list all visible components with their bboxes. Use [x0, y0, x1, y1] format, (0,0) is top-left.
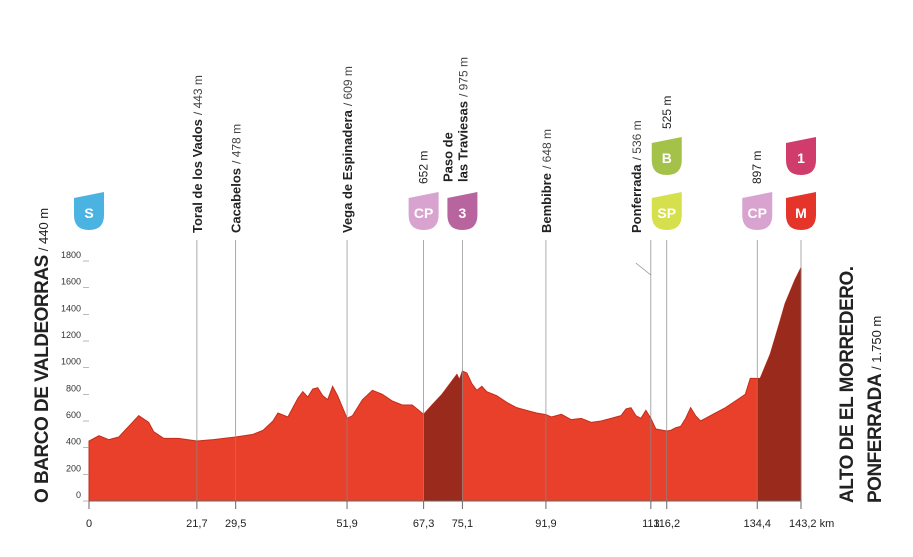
waypoint-label: Paso de	[440, 132, 455, 182]
badge-text: 3	[459, 205, 467, 221]
waypoint-altitude: / 536 m	[630, 120, 644, 160]
badge-text: CP	[748, 205, 767, 221]
x-tick-label: 91,9	[535, 518, 556, 530]
waypoint-altitude: / 648 m	[540, 129, 554, 169]
badge: S	[74, 192, 104, 230]
waypoint-label: Toral de los Vados / 443 m	[190, 75, 205, 233]
x-tick-label: 0	[86, 518, 92, 530]
waypoint-label: las Traviesas / 975 m	[455, 57, 470, 182]
y-tick-label: 1400	[61, 303, 81, 313]
climb-shade	[757, 267, 801, 501]
waypoint-label: Cacabelos / 478 m	[229, 124, 244, 233]
elevation-area	[88, 267, 802, 502]
badge-text: CP	[414, 205, 433, 221]
badge-text: B	[662, 150, 672, 166]
badge: SP	[651, 192, 682, 230]
x-tick-label: 67,3	[413, 518, 434, 530]
y-tick-label: 1600	[61, 277, 81, 287]
badge-text: S	[84, 205, 93, 221]
badge: CP	[408, 192, 439, 230]
x-tick-label: 75,1	[452, 518, 473, 530]
waypoint-altitude: / 443 m	[191, 75, 205, 115]
badge-text: 1	[797, 150, 805, 166]
badge-shape	[651, 137, 682, 175]
leader-line	[635, 262, 652, 276]
y-tick-label: 600	[66, 410, 81, 420]
badge-shape	[786, 137, 816, 175]
badge-shape	[408, 192, 439, 230]
waypoint-name: Ponferrada	[629, 164, 644, 233]
x-tick-label: 134,4	[743, 518, 771, 530]
y-tick-label: 1000	[61, 357, 81, 367]
badge-shape	[447, 192, 478, 230]
badge-shape	[651, 192, 682, 230]
waypoint-name: Cacabelos	[229, 168, 244, 233]
start-altitude: / 440 m	[36, 208, 51, 251]
badge-shape	[742, 192, 773, 230]
waypoint-label: Vega de Espinadera / 609 m	[340, 66, 355, 233]
y-tick-label: 400	[66, 437, 81, 447]
x-tick-label: 113	[642, 518, 660, 530]
badge: B	[651, 137, 682, 175]
badge-altitude: 652 m	[417, 151, 431, 184]
x-tick-label: 116,2	[653, 518, 680, 530]
finish-label: PONFERRADA / 1.750 m	[865, 316, 886, 503]
y-tick-label: 1200	[61, 330, 81, 340]
y-tick-label: 200	[66, 463, 81, 473]
start-label: O BARCO DE VALDEORRAS / 440 m	[32, 208, 53, 503]
waypoint-altitude: / 609 m	[341, 66, 355, 106]
waypoint-name: Bembibre	[539, 173, 554, 233]
waypoint-name: Vega de Espinadera	[340, 109, 355, 233]
waypoint-label: Ponferrada / 536 m	[629, 120, 644, 233]
finish-altitude: / 1.750 m	[869, 316, 884, 370]
badge: 1	[786, 137, 816, 175]
start-name: O BARCO DE VALDEORRAS	[32, 255, 53, 503]
x-tick-label: 29,5	[225, 518, 246, 530]
badge: CP	[742, 192, 773, 230]
badge-altitude: 897 m	[750, 151, 764, 184]
waypoint-label: Bembibre / 648 m	[539, 129, 554, 233]
y-tick-label: 800	[66, 383, 81, 393]
badge: 3	[447, 192, 478, 230]
badge-shape	[786, 192, 816, 230]
waypoint-name: Toral de los Vados	[190, 119, 205, 233]
badge: M	[786, 192, 816, 230]
badge-text: M	[795, 205, 807, 221]
x-tick-label: 143,2 km	[789, 518, 834, 530]
badge-text: SP	[657, 205, 676, 221]
waypoint-name: Paso de	[440, 132, 455, 182]
y-tick-label: 0	[76, 490, 81, 500]
finish-label: ALTO DE EL MORREDERO.	[837, 266, 858, 503]
x-tick-label: 51,9	[336, 518, 357, 530]
waypoint-altitude: / 478 m	[230, 124, 244, 164]
waypoint-name: las Traviesas	[455, 101, 470, 182]
climb-shade	[423, 267, 463, 501]
finish-name: PONFERRADA	[865, 373, 886, 503]
badge-shape	[74, 192, 104, 230]
waypoint-altitude: / 975 m	[456, 57, 470, 97]
y-tick-label: 1800	[61, 250, 81, 260]
badge-altitude: 525 m	[660, 96, 674, 129]
x-tick-label: 21,7	[186, 518, 207, 530]
